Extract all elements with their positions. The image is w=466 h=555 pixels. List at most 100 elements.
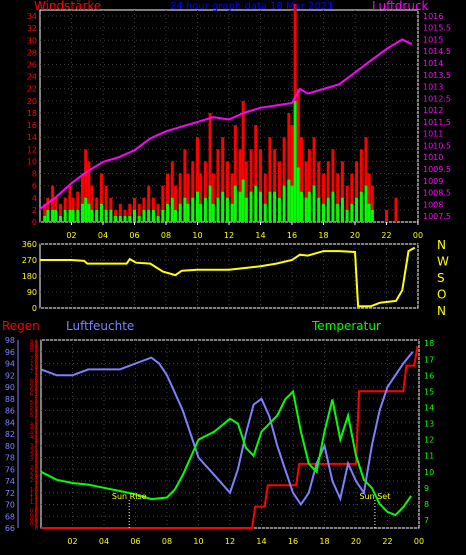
- humidity-tick-label: 86: [5, 407, 15, 416]
- compass-label: S: [437, 271, 445, 285]
- gust-bar: [336, 173, 340, 222]
- rain-tick-label: 8.6: [30, 339, 38, 345]
- speed-bar: [238, 191, 242, 222]
- speed-bar: [114, 215, 118, 222]
- speed-bar: [259, 191, 262, 222]
- sun-label: Sun Rise: [112, 492, 147, 501]
- gust-bar: [317, 161, 321, 222]
- gust-bar: [90, 185, 94, 222]
- speed-bar: [241, 179, 245, 222]
- gust-bar: [307, 149, 311, 222]
- speed-bar: [230, 203, 234, 222]
- wind-tick-label: 22: [27, 85, 37, 94]
- speed-bar: [290, 185, 294, 222]
- time-tick-label: 18: [319, 537, 329, 546]
- gust-bar: [296, 88, 300, 222]
- speed-bar: [293, 100, 297, 222]
- rain-tick-label: 6.2: [30, 391, 38, 397]
- gust-bar: [76, 191, 80, 222]
- wind-tick-label: 14: [27, 133, 37, 142]
- rain-tick-label: 2.4: [30, 474, 38, 480]
- gust-bar: [196, 137, 199, 222]
- speed-bar: [81, 203, 85, 222]
- temperature-tick-label: 12: [424, 436, 434, 445]
- pressure-label: Luftdruck: [372, 0, 429, 13]
- gust-bar: [203, 161, 207, 222]
- wind-time-axis: 02 04 06 08 10 12 14 16 18 20 22 00: [66, 222, 423, 240]
- time-tick-label: 00: [413, 231, 423, 240]
- rain-tick-label: 3.8: [30, 444, 38, 450]
- sun-annotations: Sun Rise Sun Set: [112, 492, 390, 528]
- rain-tick-label: 2.2: [30, 478, 38, 484]
- wind-tick-label: 10: [27, 157, 37, 166]
- rain-tick-label: 6.8: [30, 378, 38, 384]
- gust-bar: [81, 173, 85, 222]
- speed-bar: [221, 191, 225, 222]
- gust-bar: [118, 203, 122, 222]
- wind-tick-label: 16: [27, 121, 37, 130]
- speed-bar: [340, 197, 344, 222]
- rain-tick-label: 6.6: [30, 383, 38, 389]
- pressure-tick-label: 1008.5: [423, 189, 451, 198]
- speed-bar: [133, 209, 136, 222]
- speed-bar: [191, 197, 195, 222]
- wind-tick-label: 8: [32, 170, 37, 179]
- gust-bar: [128, 203, 132, 222]
- humidity-tick-label: 84: [5, 418, 15, 427]
- speed-bar: [147, 209, 151, 222]
- pressure-tick-label: 1012.5: [423, 94, 451, 103]
- speed-bar: [170, 197, 174, 222]
- wind-label: Windstärke: [34, 0, 101, 13]
- speed-bar: [51, 209, 55, 222]
- pressure-line: [39, 38, 413, 210]
- gust-bar: [385, 209, 388, 222]
- gust-bar: [254, 125, 258, 222]
- speed-bar: [186, 203, 190, 222]
- speed-bar: [199, 203, 203, 222]
- gust-bar: [364, 137, 368, 222]
- time-tick-label: 14: [255, 231, 265, 240]
- time-tick-label: 04: [98, 231, 108, 240]
- wind-tick-label: 2: [32, 206, 37, 215]
- humidity-tick-label: 96: [5, 348, 15, 357]
- speed-bar: [46, 209, 50, 222]
- temperature-tick-label: 7: [424, 516, 429, 525]
- temperature-tick-label: 10: [424, 468, 434, 477]
- gust-bar: [241, 100, 245, 222]
- rain-tick-label: 3.6: [30, 448, 38, 454]
- gust-bar: [312, 137, 316, 222]
- rain-tick-label: 4.2: [30, 435, 38, 441]
- speed-bar: [178, 203, 182, 222]
- gust-bar: [244, 161, 248, 222]
- temperature-tick-label: 11: [424, 452, 434, 461]
- pressure-tick-label: 1010: [423, 153, 443, 162]
- gust-bar: [394, 197, 398, 222]
- rain-tick-label: 7.6: [30, 361, 38, 367]
- humidity-tick-label: 72: [5, 489, 15, 498]
- rain-tick-label: 5.2: [30, 413, 38, 419]
- humidity-label: Luftfeuchte: [66, 319, 134, 333]
- speed-bar: [123, 215, 127, 222]
- time-tick-label: 20: [351, 537, 361, 546]
- speed-bar: [161, 209, 165, 222]
- speed-bar: [142, 209, 146, 222]
- humidity-tick-label: 70: [5, 501, 15, 510]
- speed-bar: [71, 209, 75, 222]
- rain-tick-label: 0: [35, 526, 38, 532]
- rain-tick-label: 2.6: [30, 470, 38, 476]
- pressure-tick-label: 1012: [423, 106, 443, 115]
- gust-bar: [249, 149, 253, 222]
- speed-bar: [359, 191, 363, 222]
- temperature-tick-label: 17: [424, 355, 434, 364]
- speed-bar: [166, 203, 170, 222]
- pressure-tick-label: 1010.5: [423, 141, 451, 150]
- humidity-tick-label: 76: [5, 465, 15, 474]
- speed-bar: [68, 209, 72, 222]
- humidity-tick-label: 80: [5, 442, 15, 451]
- speed-bar: [173, 209, 177, 222]
- speed-bar: [128, 215, 132, 222]
- speed-bar: [216, 197, 220, 222]
- direction-line: [40, 246, 416, 308]
- speed-bar: [273, 191, 277, 222]
